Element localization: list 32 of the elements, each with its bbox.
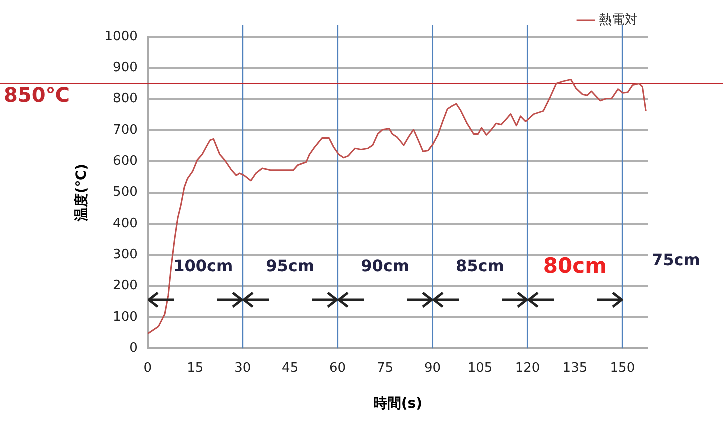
y-tick-label: 200 [113,278,138,294]
x-tick-label: 75 [377,360,394,376]
y-tick-label: 800 [113,92,138,107]
y-tick-label: 1000 [104,29,138,44]
x-tick-label: 0 [144,360,152,376]
y-tick-label: 700 [113,122,138,138]
x-tick-label: 90 [424,360,442,376]
annotation: 80cm [543,254,607,278]
y-tick-label: 0 [130,340,138,356]
y-tick-label: 600 [113,154,138,170]
x-axis-title: 時間(s) [373,396,423,412]
y-axis-title: 温度(℃) [73,164,90,223]
y-tick-label: 500 [113,185,138,200]
x-tick-label: 120 [515,360,540,376]
annotation: 90cm [361,256,410,276]
x-tick-label: 150 [610,360,636,376]
x-tick-label: 135 [562,360,588,376]
annotation: 100cm [174,256,234,276]
y-tick-label: 100 [113,310,138,325]
legend-label: 熱電対 [599,12,638,28]
x-tick-label: 15 [187,360,204,376]
y-tick-label: 400 [113,216,138,232]
y-tick-label: 900 [113,60,138,76]
x-tick-label: 60 [330,360,346,376]
x-tick-label: 105 [468,360,493,376]
text: 75cm [652,250,700,270]
x-tick-label: 45 [282,360,299,376]
ref-line-label: 850℃ [4,82,70,107]
annotation: 95cm [266,256,315,276]
annotation: 85cm [456,256,504,276]
y-tick-label: 300 [113,247,138,262]
x-tick-label: 30 [234,360,252,376]
